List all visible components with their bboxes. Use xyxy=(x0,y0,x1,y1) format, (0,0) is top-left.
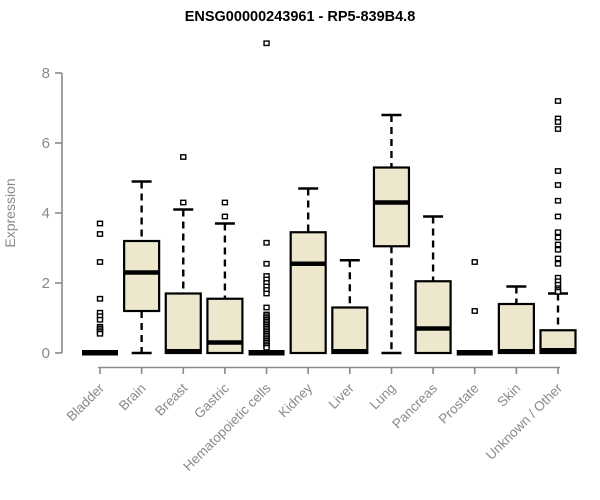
box-group-brain xyxy=(123,180,161,355)
box-group-bladder xyxy=(82,220,118,356)
outlier-point xyxy=(554,119,562,125)
box-lung xyxy=(372,166,411,248)
box-group-prostate xyxy=(456,259,493,356)
outlier-point xyxy=(96,259,104,265)
outlier-point xyxy=(554,288,562,295)
box-skin xyxy=(497,302,535,355)
outlier-point xyxy=(554,234,562,241)
outlier-point xyxy=(554,241,562,248)
outlier-point xyxy=(96,295,104,302)
outlier-point xyxy=(180,154,187,160)
box-group-lung xyxy=(372,113,411,355)
x-category-label: Lung xyxy=(367,381,399,413)
box-group-breast xyxy=(164,154,202,355)
outlier-point xyxy=(554,229,562,236)
outlier-point xyxy=(96,330,104,337)
x-category-label: Liver xyxy=(326,380,358,412)
box-unknown-other xyxy=(539,329,577,355)
y-tick-label: 0 xyxy=(42,345,50,362)
outlier-point xyxy=(263,239,270,246)
outlier-point xyxy=(554,197,562,204)
box-group-pancreas xyxy=(414,215,452,355)
outlier-point xyxy=(471,259,478,265)
outlier-point xyxy=(180,199,187,206)
x-category-label: Pancreas xyxy=(389,380,440,431)
outlier-point xyxy=(554,246,562,253)
box-brain xyxy=(123,239,161,313)
outlier-point xyxy=(221,213,229,220)
box-group-unknown-other xyxy=(539,98,577,355)
outlier-point xyxy=(554,182,562,188)
outlier-point xyxy=(554,98,562,104)
outlier-point xyxy=(263,40,270,47)
collapsed-box-hematopoietic-cells xyxy=(248,350,285,356)
y-tick-label: 4 xyxy=(42,205,50,222)
box-group-skin xyxy=(497,285,535,355)
box-group-hematopoietic-cells xyxy=(248,40,285,356)
x-category-label: Gastric xyxy=(191,380,232,421)
box-breast xyxy=(164,292,202,355)
outlier-point xyxy=(554,255,562,262)
outlier-point xyxy=(263,304,270,311)
outlier-point xyxy=(263,260,270,267)
outlier-point xyxy=(263,344,270,351)
outlier-point xyxy=(96,231,104,237)
outlier-point xyxy=(554,168,562,174)
outlier-point xyxy=(263,290,270,297)
box-group-liver xyxy=(331,259,369,355)
outlier-point xyxy=(554,260,562,267)
y-tick-label: 2 xyxy=(42,275,50,292)
box-gastric xyxy=(206,297,244,355)
x-category-label: Prostate xyxy=(436,381,482,427)
x-category-label: Skin xyxy=(494,381,523,410)
y-axis-label: Expression xyxy=(2,178,18,247)
collapsed-box-bladder xyxy=(82,350,118,356)
box-pancreas xyxy=(414,280,452,355)
y-tick-label: 6 xyxy=(42,135,50,152)
x-category-label: Breast xyxy=(152,380,190,418)
outlier-point xyxy=(554,126,562,132)
x-category-label: Brain xyxy=(116,381,149,414)
chart-title: ENSG00000243961 - RP5-839B4.8 xyxy=(185,9,416,25)
box-kidney xyxy=(289,231,327,355)
outlier-point xyxy=(221,199,229,206)
outlier-point xyxy=(471,308,478,314)
x-category-label: Unknown / Other xyxy=(483,380,566,463)
outlier-point xyxy=(96,316,104,323)
x-category-label: Bladder xyxy=(64,380,108,424)
box-group-gastric xyxy=(206,199,244,355)
boxes-layer xyxy=(82,40,577,356)
box-group-kidney xyxy=(289,187,327,355)
outlier-point xyxy=(96,220,104,227)
x-category-label: Kidney xyxy=(276,380,316,420)
outlier-point xyxy=(554,213,562,220)
y-tick-label: 8 xyxy=(42,65,50,82)
box-liver xyxy=(331,306,369,355)
collapsed-box-prostate xyxy=(456,350,493,356)
